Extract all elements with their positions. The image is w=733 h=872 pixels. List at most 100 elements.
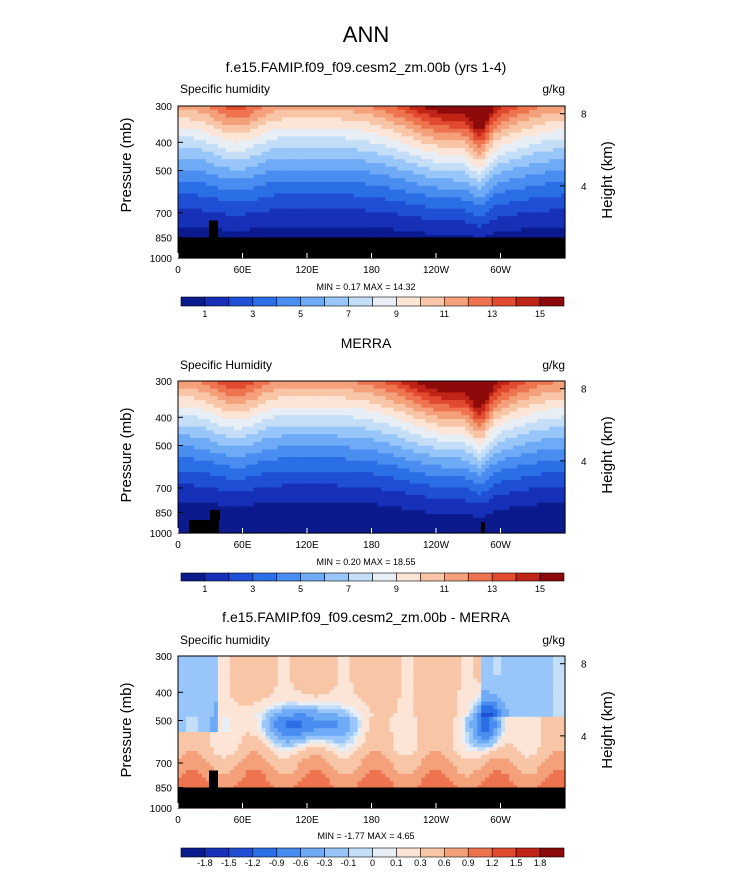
data-cell — [517, 140, 522, 145]
data-cell — [485, 125, 490, 130]
data-cell — [341, 163, 347, 168]
data-cell — [401, 113, 407, 118]
data-cell — [229, 178, 235, 183]
data-cell — [417, 117, 422, 122]
data-cell — [473, 140, 478, 145]
data-cell — [537, 204, 542, 210]
data-cell — [401, 163, 407, 168]
data-cell — [329, 106, 335, 111]
data-cell — [469, 182, 474, 187]
data-cell — [345, 201, 351, 206]
data-cell — [197, 411, 203, 416]
data-cell — [201, 212, 207, 217]
data-cell — [265, 155, 271, 160]
data-cell — [541, 117, 546, 122]
data-cell — [477, 113, 482, 118]
data-cell — [281, 182, 287, 187]
data-cell — [273, 521, 279, 526]
data-cell — [257, 140, 263, 145]
data-cell — [385, 212, 391, 217]
data-cell — [213, 159, 219, 164]
data-cell — [521, 212, 526, 217]
data-cell — [325, 113, 331, 118]
data-cell — [365, 223, 371, 229]
y-tick-label: 700 — [155, 209, 172, 220]
data-cell — [501, 174, 506, 179]
data-cell — [269, 479, 275, 485]
data-cell — [485, 193, 490, 198]
data-cell — [349, 182, 355, 187]
data-cell — [521, 208, 526, 213]
data-cell — [425, 197, 430, 202]
data-cell — [261, 155, 267, 160]
data-cell — [497, 170, 502, 175]
data-cell — [221, 125, 227, 130]
data-cell — [293, 170, 299, 175]
data-cell — [345, 163, 351, 168]
data-cell — [229, 445, 235, 450]
data-cell — [189, 498, 195, 504]
data-cell — [189, 216, 195, 221]
data-cell — [437, 163, 442, 168]
data-cell — [361, 174, 367, 179]
data-cell — [469, 189, 474, 194]
data-cell — [373, 147, 379, 153]
data-cell — [253, 457, 259, 462]
data-cell — [221, 491, 227, 496]
data-cell — [233, 479, 239, 485]
data-cell — [205, 125, 211, 130]
data-cell — [289, 136, 295, 141]
data-cell — [233, 415, 239, 420]
data-cell — [269, 392, 275, 397]
terrain-block — [178, 237, 565, 258]
data-cell — [385, 121, 391, 126]
data-cell — [261, 529, 267, 534]
data-cell — [473, 132, 478, 137]
data-cell — [361, 163, 367, 168]
data-cell — [445, 235, 450, 240]
data-cell — [325, 166, 331, 172]
data-cell — [253, 468, 259, 473]
data-cell — [545, 151, 550, 156]
data-cell — [513, 151, 518, 156]
data-cell — [537, 216, 542, 221]
data-cell — [178, 231, 183, 236]
data-cell — [377, 189, 383, 194]
data-cell — [221, 487, 227, 492]
data-cell — [369, 132, 375, 137]
data-cell — [253, 125, 259, 130]
data-cell — [505, 208, 510, 213]
data-cell — [333, 128, 339, 134]
data-cell — [549, 178, 554, 183]
data-cell — [245, 197, 251, 202]
data-cell — [237, 476, 243, 481]
data-cell — [277, 109, 283, 115]
data-cell — [445, 227, 450, 232]
data-cell — [233, 197, 239, 202]
data-cell — [189, 400, 195, 405]
data-cell — [381, 151, 387, 156]
data-cell — [561, 128, 566, 134]
data-cell — [341, 121, 347, 126]
data-cell — [313, 125, 319, 130]
data-cell — [509, 178, 514, 183]
data-cell — [193, 419, 199, 424]
data-cell — [413, 208, 418, 213]
data-cell — [425, 178, 430, 183]
data-cell — [189, 502, 195, 507]
data-cell — [557, 174, 562, 179]
data-cell — [225, 109, 231, 115]
data-cell — [285, 117, 291, 122]
data-cell — [433, 227, 438, 232]
data-cell — [245, 381, 251, 386]
data-cell — [269, 464, 275, 469]
data-cell — [233, 388, 239, 393]
data-cell — [553, 136, 558, 141]
data-cell — [245, 445, 251, 450]
data-cell — [205, 434, 211, 439]
data-cell — [249, 529, 255, 534]
data-cell — [269, 140, 275, 145]
data-cell — [409, 223, 414, 229]
data-cell — [317, 208, 323, 213]
data-cell — [453, 212, 458, 217]
